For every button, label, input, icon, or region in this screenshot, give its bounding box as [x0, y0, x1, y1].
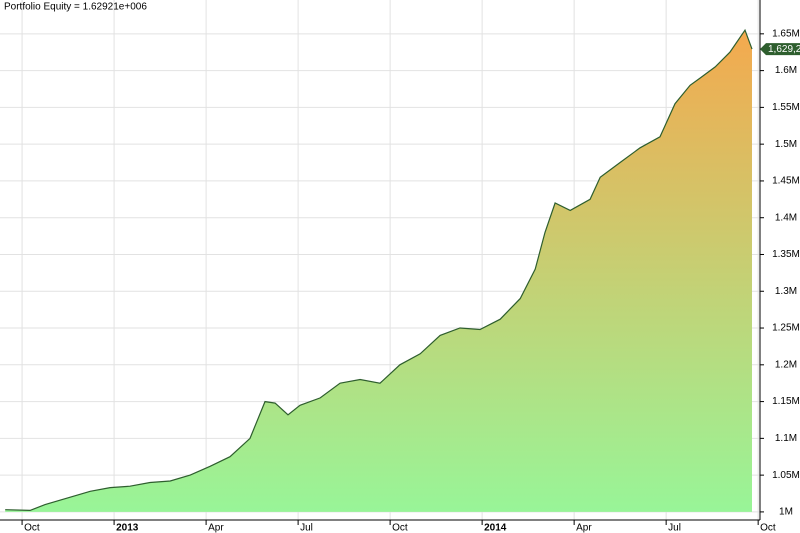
y-tick-label: 1.55M: [772, 102, 800, 113]
x-tick-label: Oct: [24, 523, 40, 533]
plot: [5, 28, 753, 512]
x-tick-label: Oct: [392, 523, 408, 533]
x-tick-label: Apr: [208, 523, 224, 533]
x-tick-label: Jul: [300, 523, 313, 533]
equity-area: [5, 30, 752, 512]
y-tick-label: 1.6M: [775, 65, 797, 76]
axes: 1M 1.05M 1.1M 1.15M 1.2M 1.25M 1.3M 1.35M 1.4M 1.…: [21, 28, 800, 533]
y-tick-label: 1.2M: [775, 359, 797, 370]
y-tick-label: 1.65M: [772, 28, 800, 39]
y-tick-label: 1.1M: [775, 433, 797, 444]
y-tick-label: 1.25M: [772, 323, 800, 334]
y-tick-label: 1.4M: [775, 212, 797, 223]
x-tick-label: Jul: [668, 523, 681, 533]
chart-title: Portfolio Equity = 1.62921e+006: [4, 2, 147, 13]
y-tick-label: 1.45M: [772, 176, 800, 187]
y-tick-label: 1.3M: [775, 286, 797, 297]
y-tick-label: 1.05M: [772, 470, 800, 481]
y-tick-label: 1.5M: [775, 139, 797, 150]
x-tick-label: 2014: [484, 523, 507, 533]
y-tick-label: 1M: [779, 507, 793, 518]
last-value-label: 1,629,21: [768, 44, 800, 55]
last-value-badge: [760, 43, 800, 56]
x-tick-label: Oct: [760, 523, 776, 533]
equity-line: [5, 28, 753, 512]
y-tick-label: 1.35M: [772, 249, 800, 260]
x-tick-label: 2013: [116, 523, 139, 533]
y-tick-label: 1.15M: [772, 396, 800, 407]
x-tick-label: Apr: [576, 523, 592, 533]
